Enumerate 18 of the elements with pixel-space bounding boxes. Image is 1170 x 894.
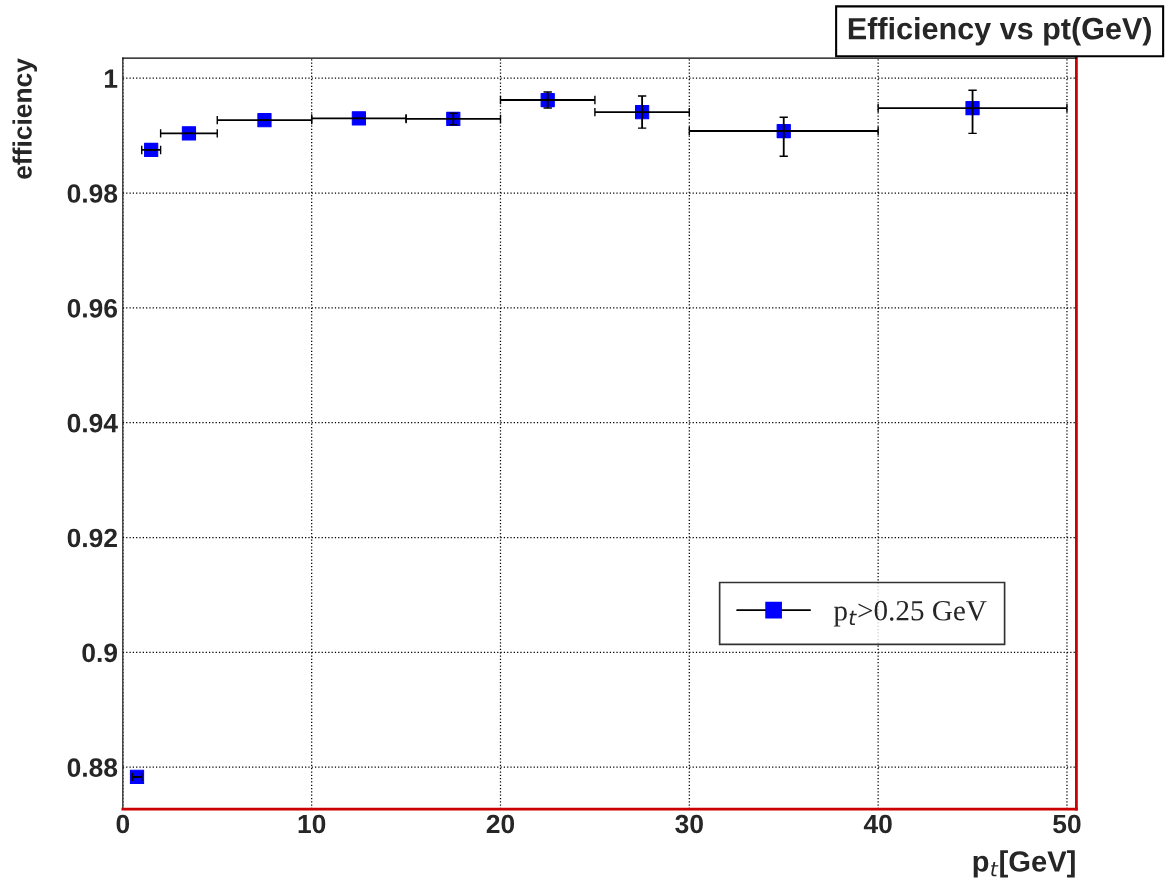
y-axis-title: efficiency: [12, 58, 38, 179]
legend-label: p$_{t}$>0.25 GeV: [833, 600, 987, 627]
x-tick-label: 10: [298, 814, 326, 834]
y-tick-label: 0.98: [67, 184, 118, 203]
x-tick-label: 30: [675, 814, 703, 834]
y-tick-label: 0.88: [67, 758, 118, 777]
x-tick-label: 40: [863, 814, 892, 834]
y-tick-label: 0.9: [82, 643, 118, 663]
y-tick-label: 1: [104, 69, 118, 88]
chart-title: Efficiency vs pt(GeV): [848, 17, 1151, 46]
x-tick-label: 50: [1053, 814, 1081, 834]
y-tick-label: 0.96: [67, 298, 118, 318]
x-axis-title: p$_{t}$[GeV]: [973, 850, 1075, 878]
point: [257, 113, 272, 128]
y-tick-label: 0.92: [67, 528, 117, 548]
x-tick-label: 20: [486, 814, 515, 834]
y-tick-label: 0.94: [67, 413, 118, 433]
x-tick-label: 0: [116, 814, 130, 834]
